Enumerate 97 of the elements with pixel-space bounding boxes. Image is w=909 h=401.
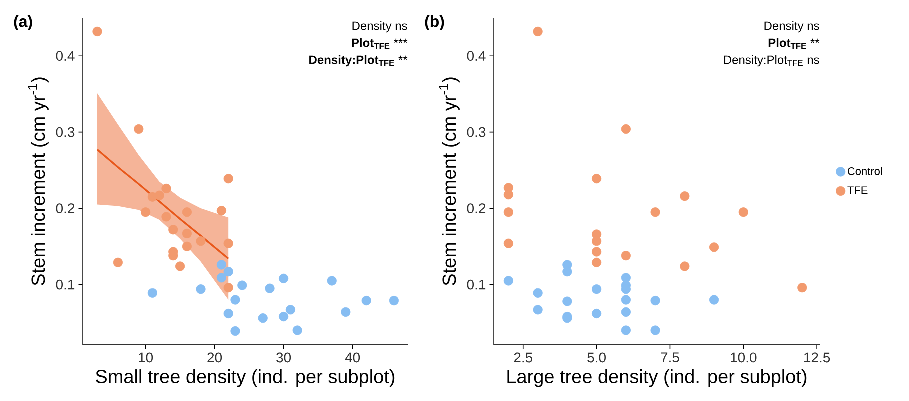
- point: [265, 284, 275, 294]
- point: [292, 326, 302, 336]
- point: [621, 273, 631, 283]
- x-tick-label: 30: [276, 352, 292, 363]
- y-tick-label: 0.4: [56, 51, 75, 62]
- x-tick-label: 10: [139, 352, 154, 363]
- point: [224, 238, 234, 248]
- point: [592, 174, 602, 184]
- point: [533, 305, 543, 315]
- y-tick-label: 0.4: [467, 51, 486, 62]
- point: [148, 288, 158, 298]
- chart-title: (b): [425, 16, 444, 30]
- point: [798, 283, 808, 293]
- y-tick-label: 0.3: [467, 127, 486, 138]
- point: [680, 192, 690, 202]
- point: [162, 184, 172, 194]
- x-tick-label: 10.0: [731, 352, 757, 363]
- point: [92, 26, 102, 37]
- text: Density:Plot$_{TFE}$**: [310, 55, 408, 67]
- point: [650, 326, 660, 336]
- point: [327, 276, 337, 286]
- y-tick-label: 0.1: [56, 280, 75, 290]
- chart-title: (a): [14, 16, 32, 30]
- x-tick-label: 20: [208, 352, 222, 363]
- point: [162, 212, 172, 222]
- annotation: Density ns: [352, 21, 408, 33]
- x-tick-label: 2.5: [514, 352, 533, 363]
- point: [504, 276, 514, 286]
- point: [341, 307, 351, 318]
- text: Plot$_{TFE}$ ***: [352, 38, 408, 49]
- point: [592, 247, 602, 257]
- point: [230, 326, 240, 336]
- x-axis-title: Small tree density (ind. per subplot): [96, 370, 395, 388]
- point: [621, 295, 631, 305]
- point: [621, 124, 631, 134]
- point: [196, 236, 206, 246]
- x-tick-label: 12.5: [804, 352, 830, 363]
- point: [680, 262, 690, 272]
- point: [709, 242, 720, 252]
- point: [216, 206, 226, 216]
- point: [134, 124, 144, 134]
- y-tick-label: 0.2: [467, 204, 486, 214]
- point: [286, 305, 296, 315]
- point: [216, 260, 226, 270]
- x-axis-title: Large tree density (ind. per subplot): [508, 370, 807, 388]
- point: [738, 208, 748, 218]
- point: [533, 26, 543, 37]
- y-tick-label: 0.2: [56, 204, 75, 214]
- point: [562, 296, 572, 306]
- point: [389, 296, 400, 306]
- text: Plot$_{TFE}$**: [768, 38, 820, 49]
- point: [224, 283, 234, 293]
- point: [140, 208, 151, 218]
- point: [224, 267, 234, 277]
- point: [182, 242, 192, 252]
- point: [592, 308, 602, 319]
- y-axis-title: Stem increment (cm yr$^{-1}$): [28, 78, 49, 286]
- legend-label: TFE: [848, 186, 868, 194]
- point: [709, 295, 720, 305]
- y-tick-label: 0.3: [56, 127, 75, 138]
- point: [621, 307, 631, 318]
- point: [533, 288, 543, 298]
- point: [148, 192, 158, 202]
- point: [196, 284, 206, 294]
- point: [224, 308, 234, 319]
- point: [621, 251, 631, 261]
- point: [592, 258, 602, 268]
- point: [182, 228, 192, 239]
- point: [621, 326, 631, 336]
- x-tick-label: 5.0: [588, 352, 606, 363]
- point: [258, 314, 268, 324]
- point: [504, 190, 514, 200]
- y-axis-title: Stem increment (cm yr$^{-1}$): [439, 78, 460, 286]
- point: [279, 274, 289, 284]
- point: [504, 238, 514, 248]
- point: [592, 236, 602, 246]
- point: [216, 273, 226, 283]
- point: [175, 262, 186, 272]
- legend-label: Control: [848, 167, 882, 176]
- point: [168, 225, 178, 235]
- point: [230, 295, 240, 305]
- point: [279, 312, 289, 322]
- x-tick-label: 40: [345, 352, 360, 363]
- y-tick-label: 0.1: [467, 280, 486, 290]
- point: [650, 296, 660, 306]
- annotation: Density:Plot$_{TFE}$ ns: [724, 55, 820, 67]
- x-tick-label: 7.5: [661, 352, 680, 363]
- point: [224, 174, 234, 184]
- annotation: Density ns: [764, 21, 820, 33]
- point: [592, 284, 602, 294]
- point: [113, 258, 123, 268]
- point: [238, 280, 248, 290]
- point: [182, 208, 192, 218]
- point: [362, 296, 372, 306]
- point: [504, 208, 514, 218]
- point: [650, 208, 660, 218]
- point: [562, 267, 572, 277]
